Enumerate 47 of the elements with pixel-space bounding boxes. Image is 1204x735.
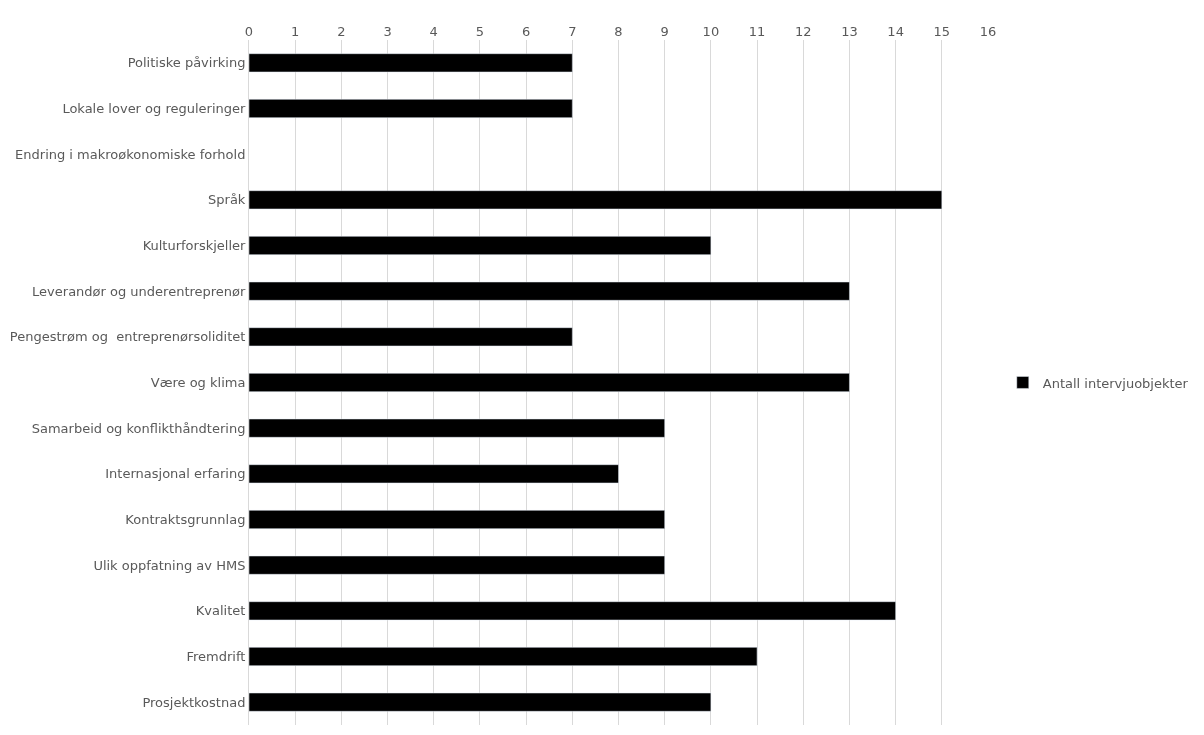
x-tick-label: 12 bbox=[794, 24, 812, 40]
y-tick-label: Lokale lover og reguleringer bbox=[62, 101, 247, 117]
x-tick-label: 0 bbox=[244, 24, 254, 40]
y-tick-label: Kvalitet bbox=[195, 603, 246, 619]
x-tick-label: 11 bbox=[748, 24, 766, 40]
y-tick-label: Endring i makroøkonomiske forhold bbox=[15, 146, 246, 162]
bar bbox=[249, 373, 850, 392]
bar bbox=[249, 281, 850, 301]
x-tick-label: 4 bbox=[429, 24, 438, 40]
x-tick-label: 1 bbox=[291, 24, 300, 40]
bar bbox=[249, 53, 573, 73]
legend-label: Antall intervjuobjekter bbox=[1042, 375, 1189, 391]
y-tick-label: Pengestrøm og entreprenørsoliditet bbox=[9, 329, 246, 345]
y-tick-label: Samarbeid og konflikthåndtering bbox=[31, 420, 246, 436]
bar bbox=[249, 601, 896, 621]
x-tick-label: 16 bbox=[979, 24, 997, 40]
bar bbox=[249, 99, 573, 118]
bar bbox=[249, 510, 665, 529]
x-tick-label: 5 bbox=[475, 24, 485, 40]
y-tick-label: Språk bbox=[208, 192, 246, 208]
x-tick-label: 10 bbox=[702, 24, 720, 40]
bar bbox=[249, 647, 758, 666]
y-tick-label: Kontraktsgrunnlag bbox=[125, 512, 246, 528]
x-tick-label: 6 bbox=[521, 24, 531, 40]
y-tick-label: Være og klima bbox=[150, 375, 246, 391]
x-tick-label: 8 bbox=[614, 24, 623, 40]
bar bbox=[249, 418, 665, 438]
bar bbox=[249, 464, 619, 484]
x-tick-label: 15 bbox=[933, 24, 951, 40]
x-tick-label: 14 bbox=[887, 24, 904, 40]
y-tick-label: Fremdrift bbox=[186, 649, 246, 665]
bar bbox=[249, 327, 573, 347]
y-tick-label: Leverandør og underentreprenør bbox=[32, 283, 247, 299]
bar bbox=[249, 692, 712, 712]
y-tick-label: Internasjonal erfaring bbox=[105, 466, 246, 482]
y-tick-label: Politiske påvirking bbox=[127, 55, 246, 71]
x-tick-label: 7 bbox=[568, 24, 577, 40]
y-tick-label: Prosjektkostnad bbox=[142, 694, 246, 710]
y-tick-label: Kulturforskjeller bbox=[142, 238, 247, 254]
x-tick-label: 9 bbox=[660, 24, 669, 40]
x-tick-label: 3 bbox=[383, 24, 392, 40]
y-tick-label: Ulik oppfatning av HMS bbox=[93, 557, 246, 573]
bar bbox=[249, 236, 712, 255]
x-tick-label: 2 bbox=[337, 24, 346, 40]
bar bbox=[249, 190, 943, 210]
bar bbox=[249, 555, 665, 575]
x-tick-label: 13 bbox=[841, 24, 858, 40]
